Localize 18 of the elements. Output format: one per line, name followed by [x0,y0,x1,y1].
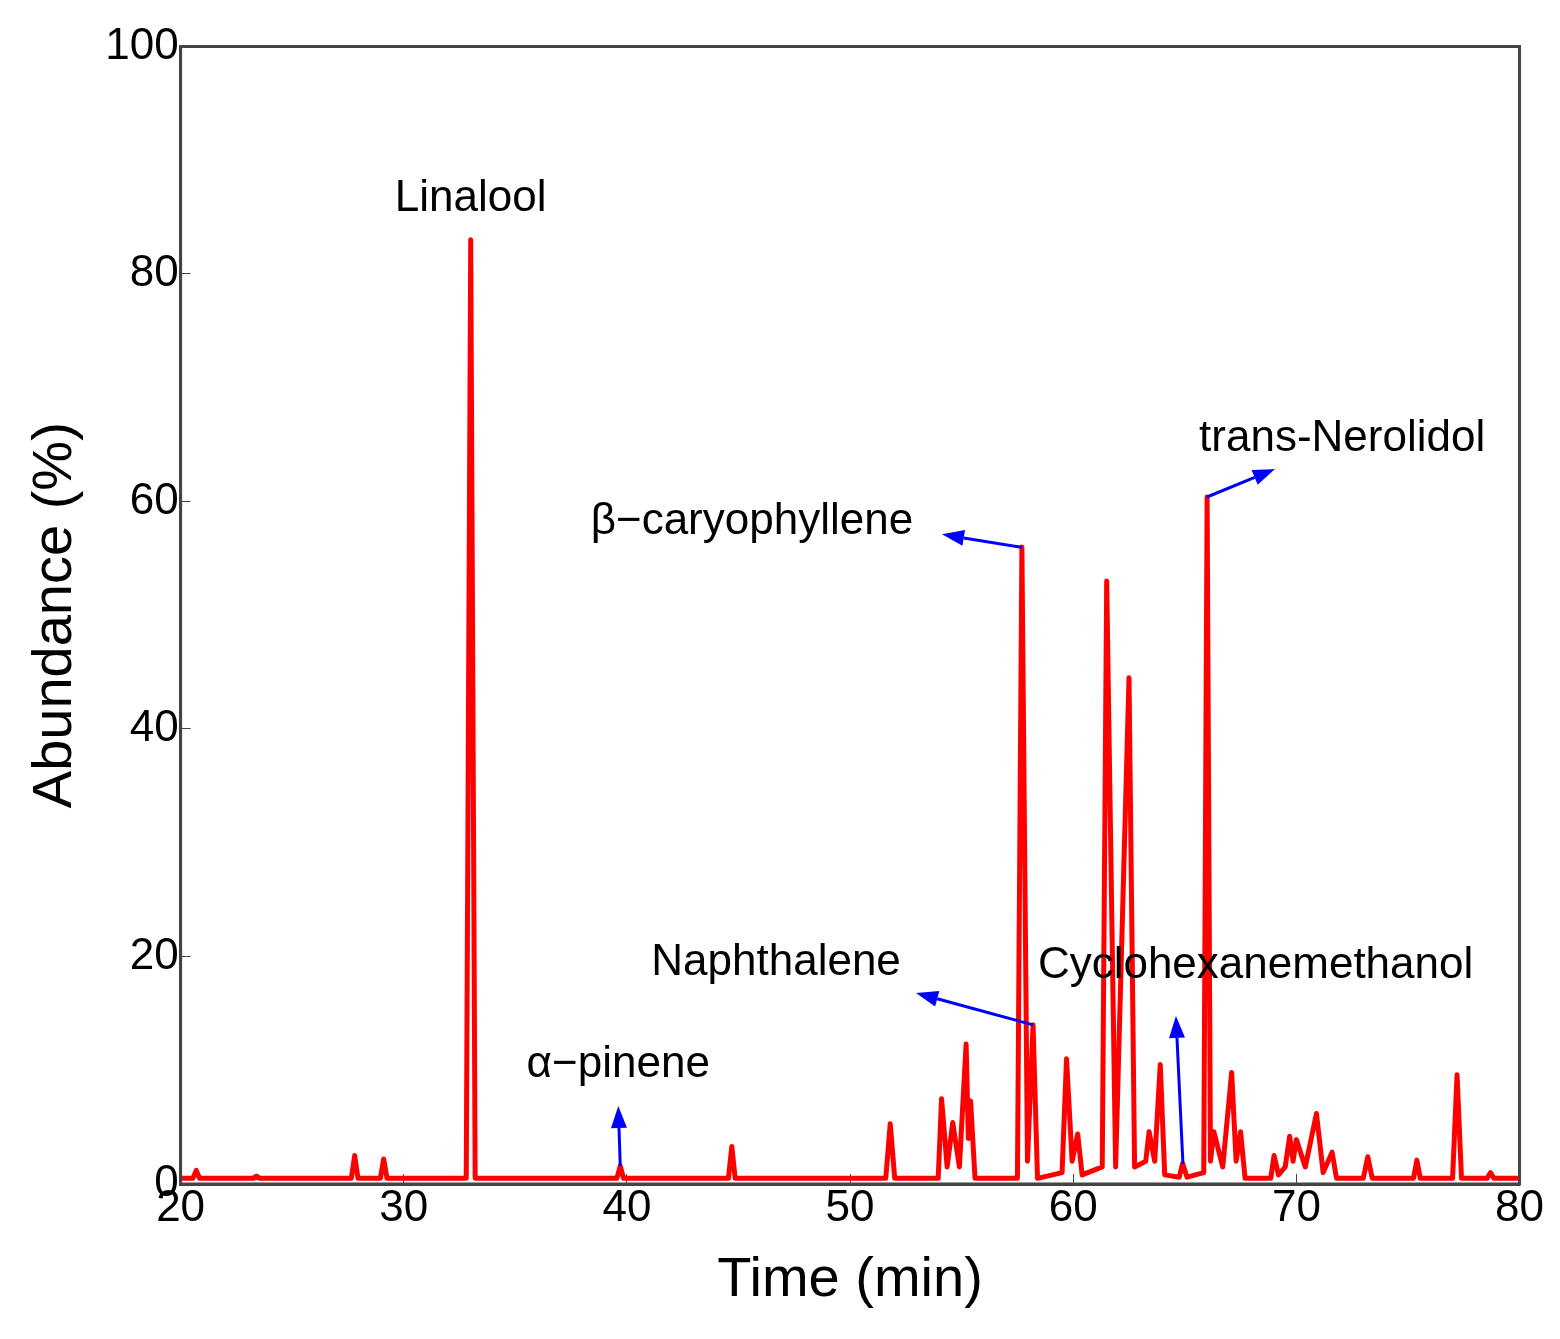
annotation: α−pinene [526,1036,710,1086]
x-tick-label: 40 [602,1180,652,1230]
x-tick-label: 70 [1271,1180,1321,1230]
y-tick-label: 80 [129,246,179,296]
y-tick-label: 20 [129,928,179,978]
x-axis-title: Time (min) [717,1244,983,1308]
y-axis-title: Abundance (%) [20,422,84,809]
y-tick-label: 40 [129,701,179,751]
y-tick-label: 60 [129,473,179,523]
annotation: trans-Nerolidol [1199,411,1486,461]
x-tick-label: 80 [1495,1180,1545,1230]
x-tick-label: 60 [1048,1180,1098,1230]
annotation: β−caryophyllene [590,494,914,544]
annotation: Naphthalene [651,934,901,984]
x-tick-label: 30 [379,1180,429,1230]
x-tick-label: 50 [825,1180,875,1230]
annotation: Linalool [394,170,547,220]
y-tick-label: 100 [105,18,179,68]
